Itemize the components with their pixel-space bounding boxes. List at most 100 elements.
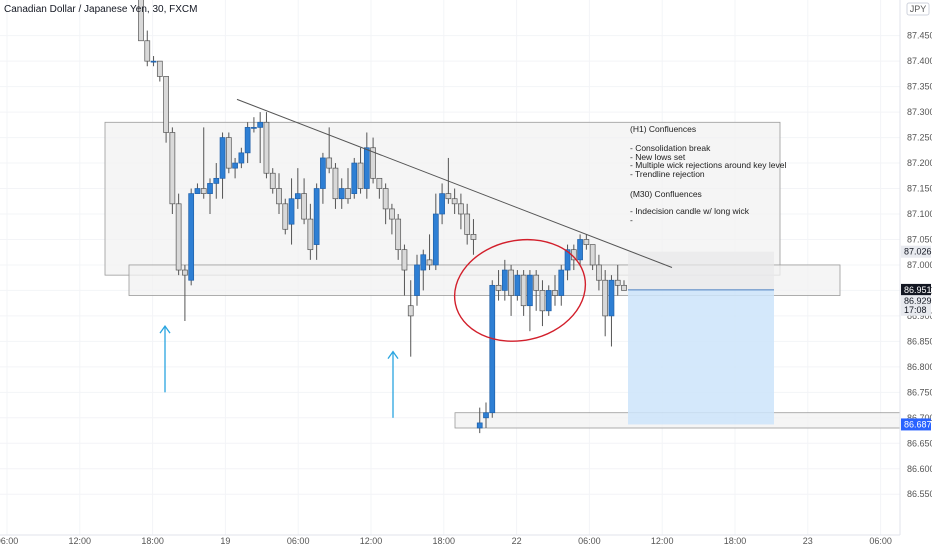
candle-body [470, 234, 477, 240]
candle-body [508, 269, 514, 296]
candle [420, 249, 427, 291]
candle-body [269, 172, 276, 189]
candle [558, 264, 565, 306]
candle [244, 122, 251, 164]
candle-body [188, 193, 195, 281]
candle-body [288, 198, 295, 225]
highlight-circle [453, 238, 587, 342]
price-tag-label: 17:08 [904, 305, 927, 315]
candle-body [351, 162, 358, 194]
price-tick-label: 86.750 [907, 387, 932, 397]
candle [163, 76, 169, 143]
candle [345, 168, 351, 204]
candle-body [225, 137, 232, 169]
candle-body [426, 259, 433, 266]
candle-body [138, 0, 144, 42]
time-tick-label: 22 [512, 536, 522, 546]
candle [451, 188, 458, 214]
candle [370, 137, 376, 184]
candle [294, 168, 301, 209]
price-tag-box [901, 418, 931, 431]
chart-title: Canadian Dollar / Japanese Yen, 30, FXCM [4, 4, 197, 15]
candle [602, 270, 609, 337]
candle-body [608, 279, 615, 317]
candle-body [169, 132, 176, 205]
price-tag-box [901, 245, 931, 258]
candle-body [527, 274, 533, 307]
candle [225, 132, 232, 174]
drawing-overlay [159, 98, 673, 418]
short-position-tool[interactable] [628, 251, 774, 425]
time-tick-label: 12:00 [360, 536, 383, 546]
candle-body [545, 290, 552, 312]
candle-body [207, 183, 213, 194]
candle-body [589, 244, 596, 266]
candle [200, 127, 207, 199]
candle-body [282, 203, 289, 230]
candle-body [451, 198, 458, 205]
candle-body [564, 249, 571, 271]
candle [389, 203, 395, 235]
price-tag-label: 86.951 [904, 285, 932, 295]
price-tick-label: 86.650 [907, 438, 932, 448]
candle-body [219, 137, 226, 179]
candle-body [533, 274, 540, 291]
candle-body [395, 218, 402, 251]
candle-body [144, 40, 151, 62]
candle-body [150, 60, 157, 63]
note-line: - [630, 215, 633, 225]
candle [156, 60, 163, 82]
price-tick-label: 86.850 [907, 336, 932, 346]
candle-body [232, 162, 238, 169]
candle [232, 157, 238, 179]
candle [182, 264, 188, 321]
currency-badge[interactable] [906, 2, 930, 16]
time-tick-label: 06:00 [0, 536, 18, 546]
candle [395, 214, 402, 260]
candle-body [194, 188, 201, 194]
time-tick-label: 23 [803, 536, 813, 546]
candle [464, 203, 471, 245]
candle-body [376, 177, 383, 189]
candle [414, 254, 420, 306]
candle-body [357, 162, 364, 189]
time-axis[interactable]: 06:00 12:00 18:00 19 06:00 12:00 18:00 22 06:00 1… [0, 536, 892, 546]
candle [382, 183, 389, 225]
price-tick-label: 87.000 [907, 260, 932, 270]
candle-body [313, 188, 320, 245]
candle-body [621, 284, 627, 291]
price-tick-label: 87.200 [907, 158, 932, 168]
candle [282, 198, 289, 235]
candle [301, 178, 307, 225]
confluence-notes: (H1) Confluences - Consolidation break- N… [630, 124, 786, 225]
arrow-head [159, 324, 171, 334]
price-tick-label: 87.100 [907, 209, 932, 219]
candle-body [338, 188, 345, 200]
candle-body [382, 188, 389, 210]
price-tick-label: 86.550 [907, 489, 932, 499]
candle-body [552, 290, 558, 296]
candle [169, 127, 176, 214]
price-tick-label: 86.700 [907, 413, 932, 423]
candle [357, 147, 364, 194]
candle [545, 285, 552, 316]
candle-body [276, 188, 282, 205]
candle-body [370, 147, 376, 179]
note-line: (M30) Confluences [630, 189, 702, 199]
candle-body [501, 269, 508, 291]
price-tick-label: 87.150 [907, 184, 932, 194]
candle [251, 117, 257, 133]
candle [596, 254, 602, 291]
arrow-head [387, 350, 399, 359]
candle [276, 173, 282, 214]
candle-body [332, 167, 339, 200]
candle-body [156, 60, 163, 77]
candle-body [200, 188, 207, 194]
candle-body [539, 290, 546, 312]
take-profit-area [628, 289, 774, 425]
note-line: - Multiple wick rejections around key le… [630, 160, 786, 170]
price-tag-box [901, 283, 931, 296]
candle-body [558, 269, 565, 296]
candle [320, 152, 326, 204]
